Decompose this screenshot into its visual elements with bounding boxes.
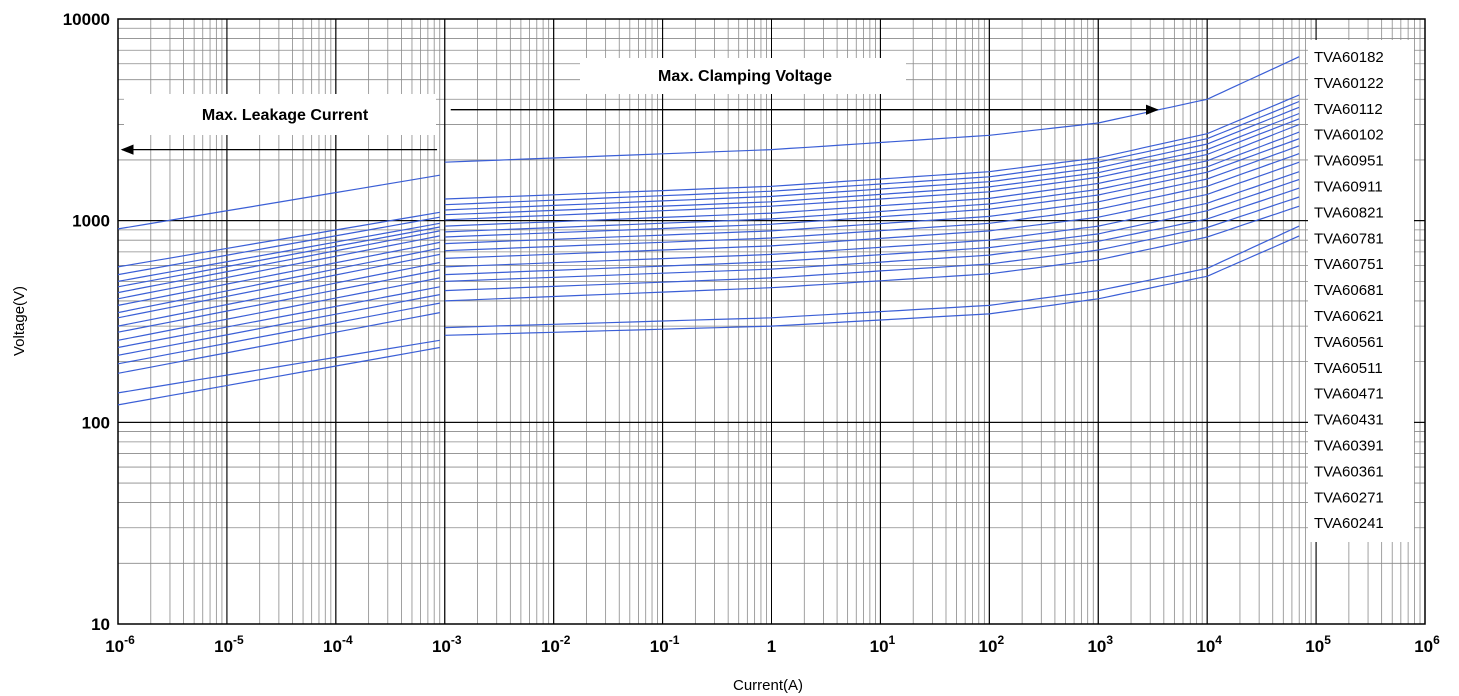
x-tick-label: 103 — [1087, 633, 1113, 656]
x-tick-label: 10-3 — [432, 633, 462, 656]
series-line-tva60821-leakage — [117, 235, 440, 300]
legend-entry: TVA60951 — [1314, 153, 1384, 170]
leakage-annotation-box — [124, 94, 436, 135]
x-axis-title: Current(A) — [733, 677, 803, 694]
series-line-tva60102-clamping — [444, 106, 1300, 211]
leakage-annotation-label: Max. Leakage Current — [202, 107, 369, 124]
legend-entry: TVA60361 — [1314, 463, 1384, 480]
y-tick-label: 100 — [82, 413, 110, 432]
x-tick-label: 101 — [870, 633, 896, 656]
series-line-tva60951-leakage — [117, 226, 440, 288]
series-line-tva60431-clamping — [444, 187, 1300, 282]
series-line-tva60182-leakage — [117, 174, 440, 230]
series-line-tva60471-clamping — [444, 178, 1300, 276]
x-tick-label: 10-6 — [105, 633, 135, 656]
series-line-tva60681-leakage — [117, 253, 440, 319]
series-line-tva60271-clamping — [444, 225, 1300, 329]
series-line-tva60561-clamping — [444, 161, 1300, 259]
x-tick-label: 10-4 — [323, 633, 353, 656]
legend-entry: TVA60781 — [1314, 230, 1384, 247]
series-lines — [117, 56, 1300, 406]
series-line-tva60391-leakage — [117, 302, 440, 365]
series-line-tva60681-clamping — [444, 145, 1300, 245]
series-line-tva60391-clamping — [444, 196, 1300, 292]
series-line-tva60112-clamping — [444, 100, 1300, 206]
series-line-tva60561-leakage — [117, 269, 440, 333]
x-tick-label: 10-2 — [541, 633, 571, 656]
series-line-tva60241-leakage — [117, 346, 440, 406]
series-line-tva60182-clamping — [444, 56, 1300, 163]
series-line-tva60361-clamping — [444, 205, 1300, 302]
legend-box — [1308, 40, 1414, 542]
clamping-annotation-box — [580, 58, 906, 94]
legend-entry: TVA60681 — [1314, 282, 1384, 299]
y-tick-label: 10 — [91, 615, 110, 634]
legend-entry: TVA60391 — [1314, 438, 1384, 455]
series-line-tva60911-leakage — [117, 230, 440, 294]
series-line-tva60112-leakage — [117, 216, 440, 276]
series-line-tva60511-clamping — [444, 171, 1300, 268]
clamping-annotation-label: Max. Clamping Voltage — [658, 68, 832, 85]
legend-entry: TVA60471 — [1314, 386, 1384, 403]
series-line-tva60271-leakage — [117, 339, 440, 394]
series-line-tva60781-leakage — [117, 241, 440, 306]
x-tick-label: 106 — [1414, 633, 1440, 656]
y-tick-label: 1000 — [72, 212, 110, 231]
series-line-tva60241-clamping — [444, 235, 1300, 336]
series-line-tva60102-leakage — [117, 222, 440, 282]
legend-entry: TVA60431 — [1314, 412, 1384, 429]
series-line-tva60911-clamping — [444, 118, 1300, 221]
series-line-tva60951-clamping — [444, 112, 1300, 216]
legend-entry: TVA60821 — [1314, 204, 1384, 221]
series-line-tva60621-leakage — [117, 261, 440, 327]
y-axis-title: Voltage(V) — [11, 286, 28, 356]
series-line-tva60781-clamping — [444, 131, 1300, 233]
series-line-tva60361-leakage — [117, 312, 440, 374]
x-tick-label: 102 — [979, 633, 1005, 656]
series-line-tva60511-leakage — [117, 277, 440, 341]
series-line-tva60751-clamping — [444, 138, 1300, 238]
legend-entry: TVA60112 — [1314, 101, 1383, 118]
annotations: Max. Leakage Current Max. Clamping Voltag… — [120, 58, 1159, 155]
y-tick-label: 10000 — [63, 10, 110, 29]
legend-entry: TVA60561 — [1314, 334, 1384, 351]
x-tick-label: 104 — [1196, 633, 1222, 656]
series-line-tva60471-leakage — [117, 286, 440, 349]
y-tick-labels: 10 100 1000 10000 — [63, 10, 110, 634]
series-line-tva60122-clamping — [444, 94, 1300, 200]
x-tick-label: 105 — [1305, 633, 1331, 656]
x-tick-labels: 10-6 10-5 10-4 10-3 10-2 10-1 1 101 102 103 104 105… — [105, 633, 1440, 656]
series-line-tva60751-leakage — [117, 247, 440, 314]
legend-entry: TVA60122 — [1314, 75, 1384, 92]
series-line-tva60122-leakage — [117, 211, 440, 268]
legend-entry: TVA60511 — [1314, 360, 1383, 377]
legend-entry: TVA60182 — [1314, 49, 1384, 66]
legend-entry: TVA60621 — [1314, 308, 1384, 325]
series-line-tva60431-leakage — [117, 294, 440, 356]
x-tick-label: 1 — [767, 637, 776, 656]
legend: TVA60182 TVA60122 TVA60112 TVA60102 TVA60951… — [1308, 40, 1414, 542]
x-tick-label: 10-5 — [214, 633, 244, 656]
x-tick-label: 10-1 — [650, 633, 680, 656]
series-line-tva60621-clamping — [444, 153, 1300, 252]
plot-frame — [117, 18, 1426, 625]
series-line-tva60821-clamping — [444, 123, 1300, 227]
legend-entry: TVA60751 — [1314, 256, 1384, 273]
legend-entry: TVA60911 — [1314, 179, 1383, 196]
legend-entry: TVA60241 — [1314, 515, 1384, 532]
legend-entry: TVA60271 — [1314, 489, 1384, 506]
legend-entry: TVA60102 — [1314, 127, 1384, 144]
